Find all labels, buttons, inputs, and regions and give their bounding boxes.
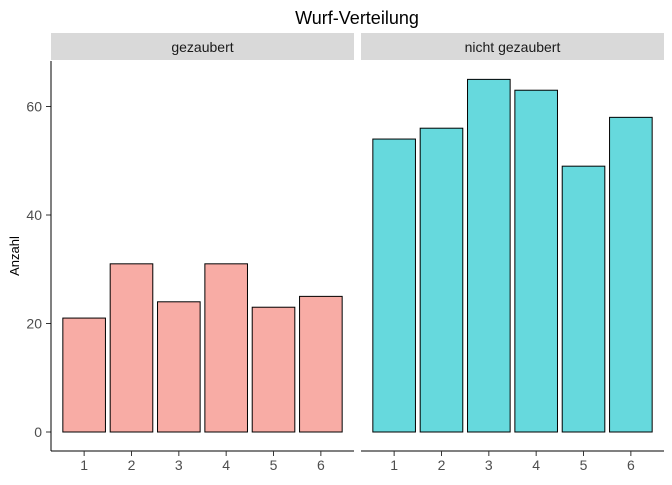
y-tick-label: 60: [26, 99, 42, 115]
facet-strip-label: gezaubert: [171, 39, 233, 55]
x-tick-label: 6: [317, 457, 325, 473]
facet-strip: [51, 33, 354, 60]
bar: [251, 306, 296, 433]
x-tick-label: 1: [390, 457, 398, 473]
y-tick-label: 20: [26, 316, 42, 332]
bar: [514, 89, 558, 433]
y-tick-label: 0: [34, 424, 42, 440]
bar: [419, 127, 464, 433]
x-tick-label: 4: [222, 457, 230, 473]
x-tick-label: 4: [532, 457, 540, 473]
facet-strip: [361, 33, 664, 60]
chart-title: Wurf-Verteilung: [295, 8, 419, 28]
bar: [299, 295, 343, 433]
y-axis-label: Anzahl: [7, 236, 22, 276]
x-tick-label: 3: [175, 457, 183, 473]
bar: [561, 165, 606, 433]
bar: [109, 263, 154, 433]
x-tick-label: 6: [627, 457, 635, 473]
x-tick-label: 1: [80, 457, 88, 473]
plot-layer: 0 20 40 60 gezaubert 1 2 3 4 5 6 nicht gezaubert 1 2 3…: [26, 33, 664, 473]
x-tick-label: 3: [485, 457, 493, 473]
x-tick-label: 2: [438, 457, 446, 473]
bar: [204, 263, 248, 433]
bar: [62, 317, 106, 433]
bar: [372, 138, 416, 433]
x-tick-label: 5: [580, 457, 588, 473]
bar: [157, 301, 201, 433]
facet-strip-label: nicht gezaubert: [465, 39, 561, 55]
y-tick-label: 40: [26, 207, 42, 223]
bar: [467, 78, 511, 433]
x-tick-label: 5: [270, 457, 278, 473]
x-tick-label: 2: [128, 457, 136, 473]
bar: [609, 116, 653, 433]
